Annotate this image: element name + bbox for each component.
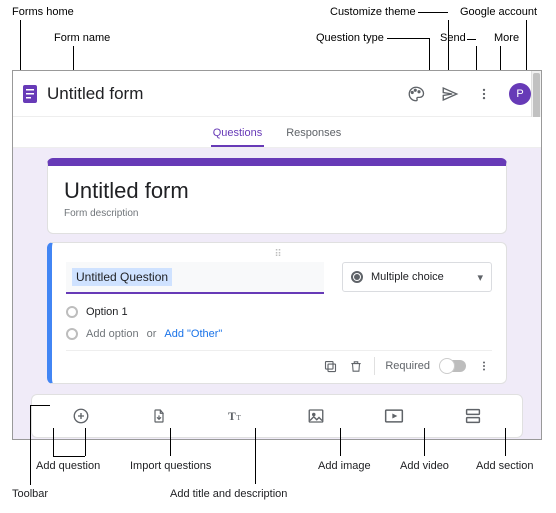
or-text: or bbox=[147, 328, 157, 340]
callout-add-image: Add image bbox=[318, 460, 371, 472]
import-questions-icon[interactable] bbox=[149, 406, 169, 426]
add-title-icon[interactable]: TT bbox=[228, 406, 248, 426]
add-image-icon[interactable] bbox=[306, 406, 326, 426]
add-section-icon[interactable] bbox=[463, 406, 483, 426]
duplicate-icon[interactable] bbox=[322, 359, 338, 374]
leader-line bbox=[30, 405, 50, 406]
add-video-icon[interactable] bbox=[384, 406, 404, 426]
question-card[interactable]: ⠿ Untitled Question Multiple choice ▾ bbox=[47, 242, 507, 384]
question-footer: Required bbox=[66, 350, 492, 375]
add-question-icon[interactable] bbox=[71, 406, 91, 426]
callout-add-video: Add video bbox=[400, 460, 449, 472]
option-label[interactable]: Option 1 bbox=[86, 306, 128, 318]
send-icon[interactable] bbox=[439, 83, 461, 105]
callout-forms-home: Forms home bbox=[12, 6, 74, 18]
svg-text:T: T bbox=[228, 410, 236, 423]
app-frame: Untitled form P Questions Responses Unti… bbox=[12, 70, 542, 440]
tab-responses[interactable]: Responses bbox=[284, 123, 343, 147]
question-type-label: Multiple choice bbox=[371, 271, 444, 283]
leader-line bbox=[53, 456, 85, 457]
callout-more: More bbox=[494, 32, 519, 44]
drag-handle-icon[interactable]: ⠿ bbox=[66, 249, 492, 260]
callout-add-question: Add question bbox=[36, 460, 100, 472]
leader-line bbox=[387, 38, 429, 39]
leader-line bbox=[418, 12, 448, 13]
required-label: Required bbox=[385, 360, 430, 372]
callout-send: Send bbox=[440, 32, 466, 44]
leader-line bbox=[424, 428, 425, 456]
leader-line bbox=[85, 428, 86, 456]
callout-question-type: Question type bbox=[316, 32, 384, 44]
floating-toolbar: TT bbox=[31, 394, 523, 438]
radio-icon bbox=[66, 306, 78, 318]
leader-line bbox=[30, 405, 31, 485]
leader-line bbox=[20, 20, 21, 72]
tabs: Questions Responses bbox=[13, 117, 541, 148]
form-name[interactable]: Untitled form bbox=[47, 84, 143, 104]
form-description[interactable]: Form description bbox=[64, 208, 490, 219]
leader-line bbox=[53, 428, 54, 456]
title-card[interactable]: Untitled form Form description bbox=[47, 158, 507, 234]
form-title[interactable]: Untitled form bbox=[64, 178, 490, 204]
tab-questions[interactable]: Questions bbox=[211, 123, 265, 147]
delete-icon[interactable] bbox=[348, 359, 364, 374]
callout-add-section: Add section bbox=[476, 460, 533, 472]
callout-customize-theme: Customize theme bbox=[330, 6, 416, 18]
leader-line bbox=[170, 428, 171, 456]
leader-line bbox=[340, 428, 341, 456]
add-option-label[interactable]: Add option bbox=[86, 328, 139, 340]
callout-form-name: Form name bbox=[54, 32, 110, 44]
add-option-row[interactable]: Add option or Add "Other" bbox=[66, 328, 492, 340]
callout-import-questions: Import questions bbox=[130, 460, 211, 472]
add-other-link[interactable]: Add "Other" bbox=[164, 328, 222, 340]
callout-add-title-desc: Add title and description bbox=[170, 488, 287, 500]
leader-line bbox=[255, 428, 256, 484]
callout-toolbar: Toolbar bbox=[12, 488, 48, 500]
leader-line bbox=[505, 428, 506, 456]
form-canvas: Untitled form Form description ⠿ Untitle… bbox=[13, 148, 541, 384]
leader-line bbox=[467, 39, 476, 40]
options-list: Option 1 Add option or Add "Other" bbox=[66, 306, 492, 340]
customize-theme-icon[interactable] bbox=[405, 83, 427, 105]
divider bbox=[374, 357, 375, 375]
more-icon[interactable] bbox=[473, 83, 495, 105]
svg-text:T: T bbox=[236, 413, 241, 422]
header: Untitled form P bbox=[13, 71, 541, 117]
required-toggle[interactable] bbox=[440, 360, 466, 372]
option-row[interactable]: Option 1 bbox=[66, 306, 492, 318]
question-title-text: Untitled Question bbox=[72, 268, 172, 286]
chevron-down-icon: ▾ bbox=[477, 271, 483, 284]
account-avatar[interactable]: P bbox=[509, 83, 531, 105]
radio-icon bbox=[351, 271, 363, 283]
callout-google-account: Google account bbox=[460, 6, 537, 18]
app-body: Questions Responses Untitled form Form d… bbox=[13, 117, 541, 439]
question-title-input[interactable]: Untitled Question bbox=[66, 262, 324, 294]
question-more-icon[interactable] bbox=[476, 358, 492, 374]
radio-icon bbox=[66, 328, 78, 340]
question-type-selector[interactable]: Multiple choice ▾ bbox=[342, 262, 492, 292]
forms-home-icon[interactable] bbox=[23, 85, 37, 103]
leader-line bbox=[73, 46, 74, 72]
